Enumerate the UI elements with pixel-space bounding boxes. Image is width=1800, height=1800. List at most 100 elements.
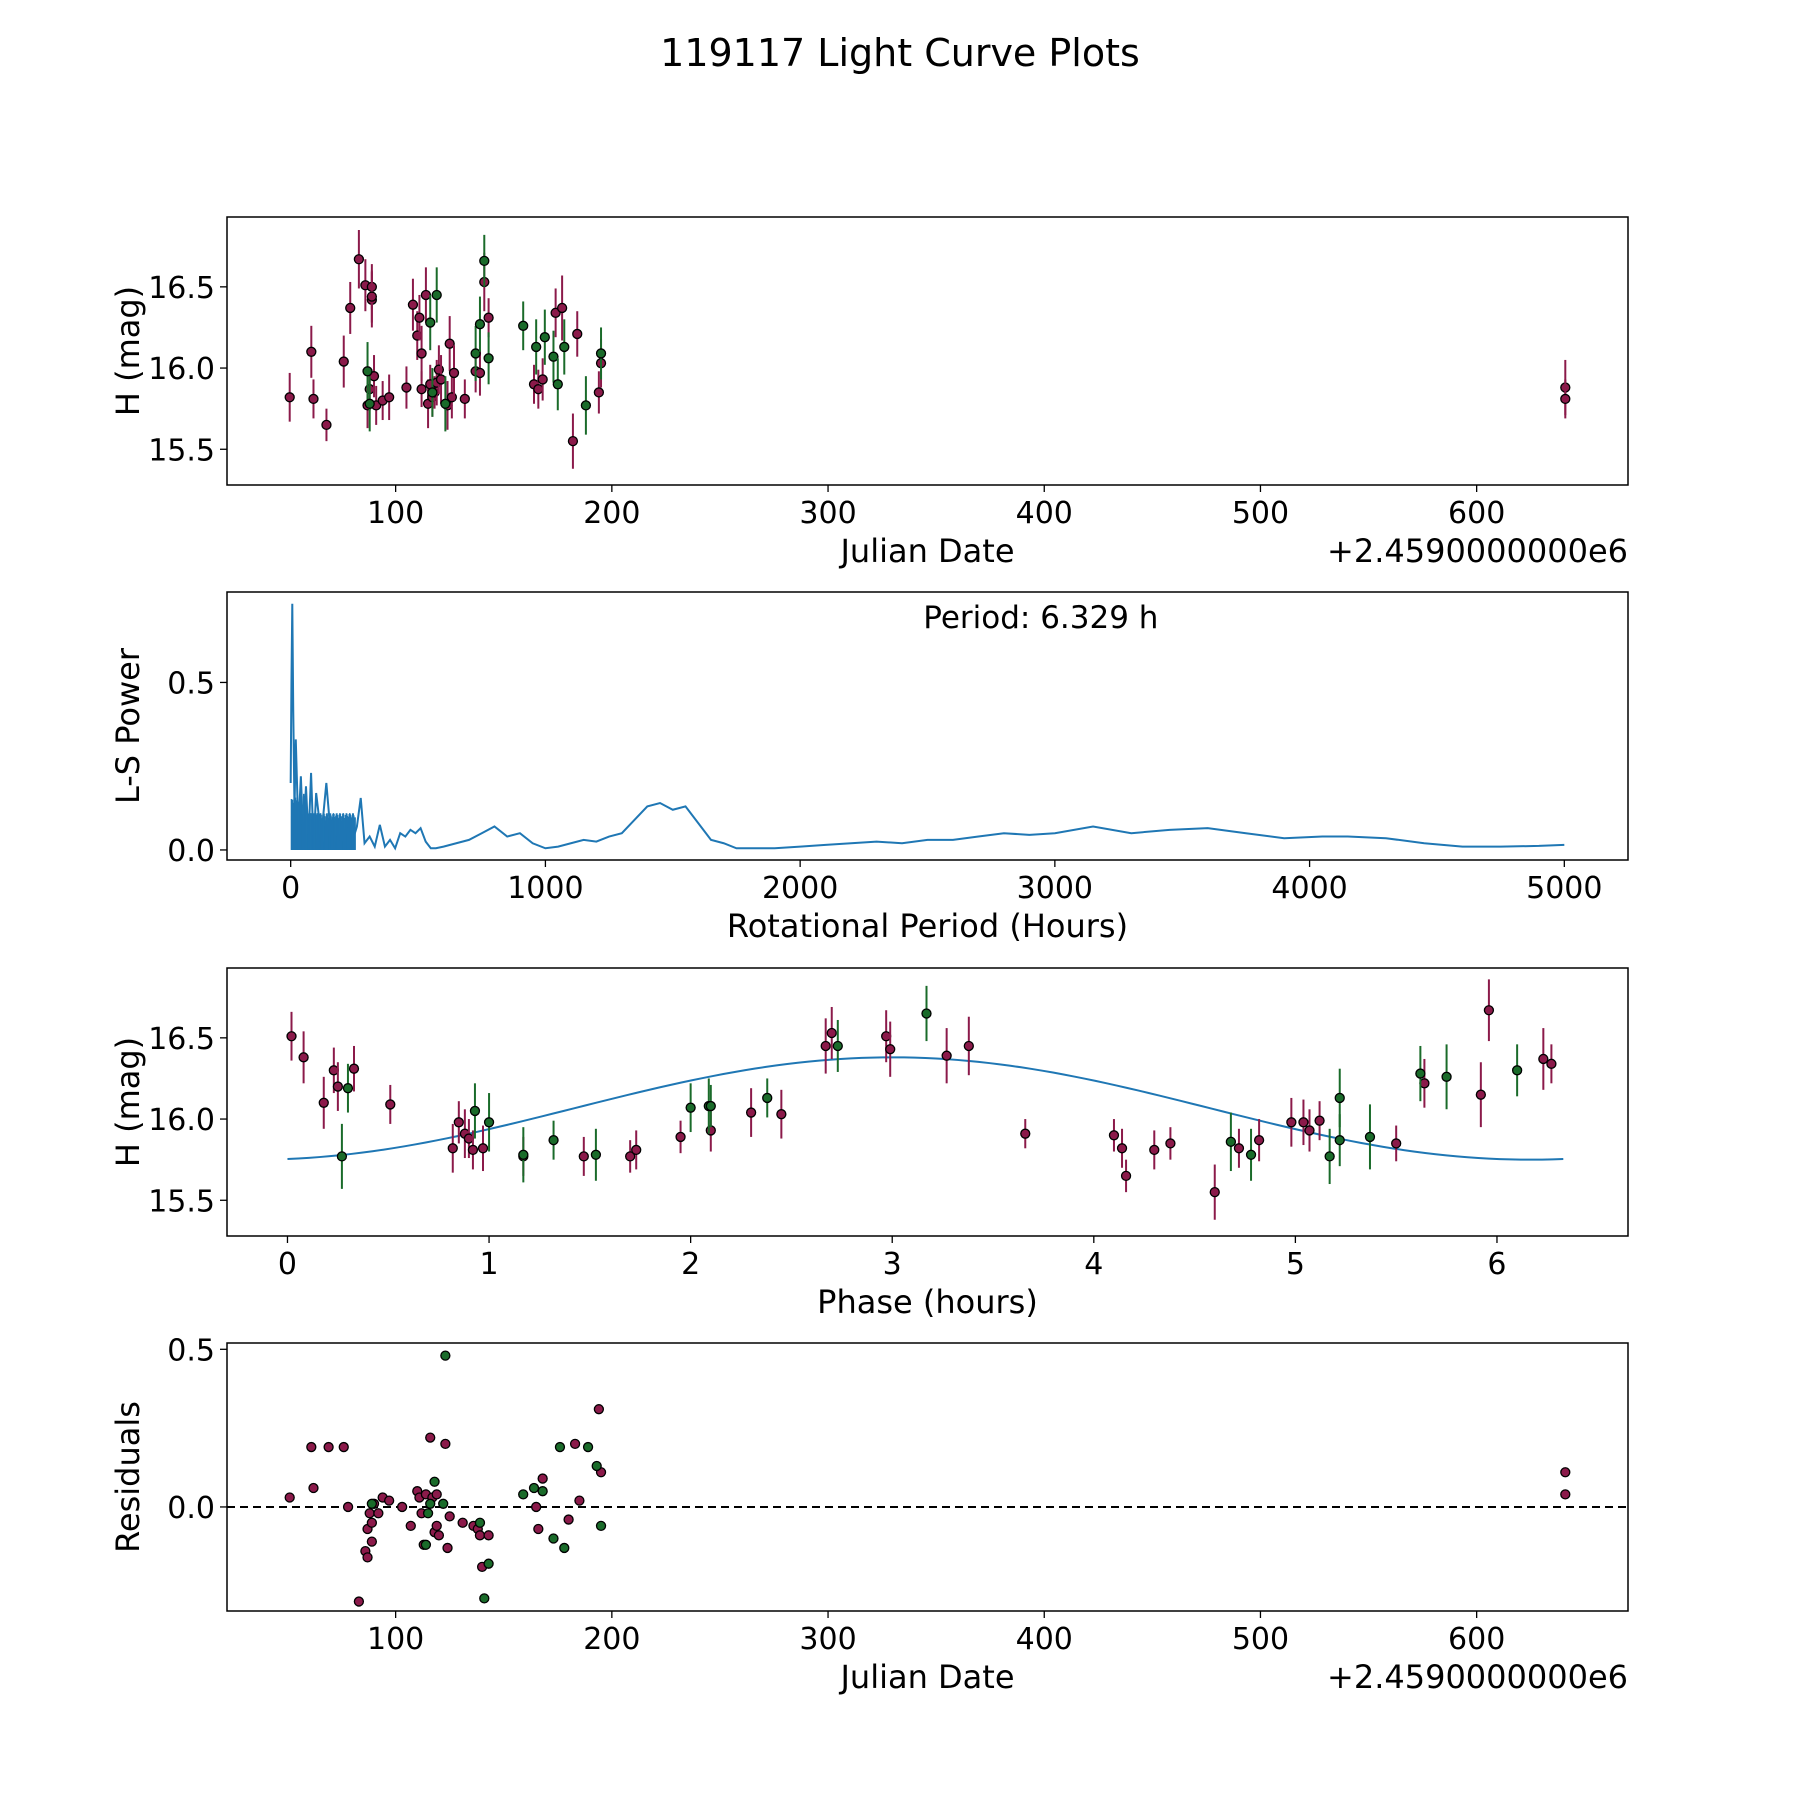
residuals-point-g xyxy=(518,1489,529,1500)
residuals-point-r xyxy=(531,1501,542,1513)
residuals-point-r xyxy=(342,1501,354,1513)
residuals-point-g xyxy=(483,1558,494,1569)
phased-xtick-label: 3 xyxy=(883,1247,902,1282)
lightcurve-point-r xyxy=(459,393,470,405)
phased-point-r xyxy=(477,1143,489,1154)
lightcurve-point-g xyxy=(425,317,436,328)
phased-point-r xyxy=(675,1131,686,1143)
phased-point-r xyxy=(941,1050,952,1061)
lightcurve-point-r xyxy=(533,384,544,395)
lightcurve-xtick-label: 300 xyxy=(799,496,856,531)
lightcurve-point-r xyxy=(366,291,378,302)
lightcurve-point-r xyxy=(414,312,425,323)
residuals-point-g xyxy=(582,1441,594,1453)
phased-point-r xyxy=(1108,1130,1120,1141)
residuals-point-r xyxy=(474,1530,486,1541)
phased-point-r xyxy=(1120,1170,1132,1182)
phased-point-g xyxy=(1364,1131,1376,1143)
phased-point-g xyxy=(518,1149,529,1160)
periodogram-xtick-label: 1000 xyxy=(507,871,583,906)
lightcurve-point-g xyxy=(427,387,438,398)
phased-point-g xyxy=(483,1117,495,1128)
lightcurve-point-g xyxy=(518,320,529,331)
phased-xtick-label: 0 xyxy=(278,1247,297,1282)
residuals-point-r xyxy=(308,1482,319,1494)
phased-point-g xyxy=(1415,1068,1426,1079)
residuals-point-r xyxy=(323,1441,334,1453)
lightcurve-point-r xyxy=(593,387,605,398)
residuals-point-g xyxy=(554,1441,566,1453)
phased-point-r xyxy=(332,1081,344,1092)
phased-point-r xyxy=(1253,1135,1265,1146)
periodogram-xtick-label: 5000 xyxy=(1526,871,1602,906)
phased-ytick-label: 16.5 xyxy=(148,1022,215,1057)
lightcurve-plot-area xyxy=(284,229,1571,469)
lightcurve-point-g xyxy=(470,348,481,359)
phased-point-r xyxy=(631,1144,642,1156)
periodogram-xtick-label: 0 xyxy=(281,871,300,906)
residuals-point-r xyxy=(574,1495,585,1506)
residuals-offset-text: +2.4590000000e6 xyxy=(1327,1658,1628,1696)
residuals-point-r xyxy=(483,1530,494,1541)
phased-point-r xyxy=(1020,1128,1031,1139)
phased-ytick-label: 15.5 xyxy=(148,1184,215,1219)
residuals-point-r xyxy=(405,1520,416,1532)
residuals-xlabel: Julian Date xyxy=(838,1658,1014,1696)
periodogram-xtick-label: 2000 xyxy=(762,871,838,906)
phased-panel: 0 1 2 3 4 5 6 15.5 16.0 16.5 Phase (hours) H (mag) xyxy=(109,967,1629,1321)
residuals-point-g xyxy=(537,1486,548,1497)
residuals-point-g xyxy=(366,1498,378,1509)
periodogram-xlabel: Rotational Period (Hours) xyxy=(727,907,1128,945)
phased-point-r xyxy=(578,1151,589,1162)
lightcurve-xtick-label: 100 xyxy=(367,496,424,531)
phased-point-r xyxy=(286,1031,297,1042)
residuals-point-r xyxy=(1560,1489,1571,1500)
lightcurve-point-r xyxy=(416,348,427,359)
phased-xtick-label: 5 xyxy=(1286,1247,1305,1282)
phased-point-r xyxy=(467,1144,479,1156)
phased-point-r xyxy=(385,1099,396,1110)
residuals-point-g xyxy=(595,1520,607,1532)
lightcurve-point-g xyxy=(440,398,451,409)
lightcurve-point-r xyxy=(306,346,317,357)
residuals-point-r xyxy=(366,1536,378,1547)
lightcurve-point-r xyxy=(556,302,568,314)
residuals-ytick-label: 0.0 xyxy=(167,1491,215,1526)
lightcurve-point-r xyxy=(416,384,427,395)
phased-point-r xyxy=(776,1109,787,1120)
lightcurve-point-r xyxy=(338,356,349,367)
residuals-point-r xyxy=(533,1523,544,1535)
lightcurve-point-r xyxy=(435,374,447,385)
lightcurve-point-g xyxy=(552,379,563,390)
residuals-point-r xyxy=(338,1441,349,1453)
phased-point-g xyxy=(762,1092,773,1104)
residuals-point-r xyxy=(444,1511,455,1522)
phased-point-r xyxy=(1483,1005,1495,1016)
residuals-point-g xyxy=(422,1508,434,1519)
residuals-point-r xyxy=(442,1542,453,1554)
phased-point-r xyxy=(1209,1186,1220,1198)
phased-point-r xyxy=(963,1040,974,1052)
phased-point-g xyxy=(590,1149,602,1160)
phased-point-r xyxy=(1286,1117,1297,1128)
lightcurve-point-g xyxy=(559,341,570,353)
periodogram-period-annotation: Period: 6.329 h xyxy=(923,600,1158,636)
lightcurve-xtick-label: 600 xyxy=(1448,496,1505,531)
residuals-point-g xyxy=(420,1539,432,1550)
residuals-ytick-label: 0.5 xyxy=(167,1333,215,1368)
lightcurve-point-r xyxy=(321,419,332,431)
residuals-point-g xyxy=(438,1498,449,1509)
lightcurve-ylabel: H (mag) xyxy=(109,286,147,416)
lightcurve-point-g xyxy=(548,351,559,362)
phased-point-g xyxy=(1334,1135,1345,1146)
phased-point-r xyxy=(1475,1089,1486,1100)
lightcurve-point-r xyxy=(567,435,579,447)
lightcurve-point-g xyxy=(362,366,373,377)
lightcurve-point-r xyxy=(384,392,395,403)
lightcurve-ytick-label: 16.5 xyxy=(148,271,215,306)
residuals-point-g xyxy=(479,1593,490,1604)
lightcurve-point-g xyxy=(474,319,486,330)
residuals-point-r xyxy=(364,1508,375,1519)
residuals-point-g xyxy=(559,1542,570,1554)
phased-point-g xyxy=(548,1135,559,1146)
